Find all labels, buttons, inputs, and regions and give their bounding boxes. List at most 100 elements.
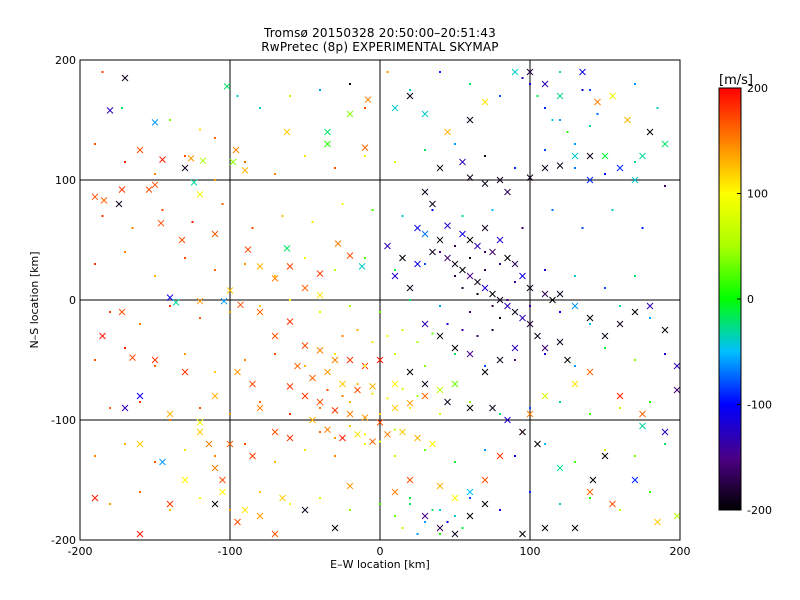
data-point-x bbox=[157, 219, 165, 227]
data-point-dot bbox=[469, 257, 471, 259]
data-point-dot bbox=[121, 107, 123, 109]
data-point-dot bbox=[341, 335, 344, 337]
data-point-x bbox=[283, 245, 291, 252]
data-point-x bbox=[159, 156, 166, 163]
data-point-x bbox=[526, 320, 534, 328]
data-point-x bbox=[571, 152, 579, 160]
data-point-x bbox=[196, 191, 204, 198]
data-point-dot bbox=[634, 275, 636, 277]
data-point-x bbox=[489, 404, 496, 412]
data-point-x bbox=[489, 290, 496, 298]
data-point-dot bbox=[544, 269, 546, 271]
colorbar-tick-label: 100 bbox=[747, 188, 768, 201]
data-point-dot bbox=[499, 263, 501, 265]
data-point-x bbox=[364, 96, 372, 103]
data-point-x bbox=[391, 404, 399, 412]
data-point-x bbox=[504, 254, 511, 262]
data-point-dot bbox=[334, 455, 336, 457]
data-point-dot bbox=[461, 527, 464, 529]
data-point-dot bbox=[244, 359, 246, 361]
data-point-dot bbox=[274, 275, 276, 277]
x-axis-label: E–W location [km] bbox=[330, 558, 430, 571]
data-point-dot bbox=[349, 305, 351, 307]
data-point-dot bbox=[424, 365, 426, 367]
data-point-x bbox=[136, 146, 144, 154]
data-point-x bbox=[406, 368, 414, 376]
data-point-x bbox=[526, 284, 534, 292]
data-point-dot bbox=[551, 209, 554, 211]
data-point-x bbox=[211, 500, 219, 508]
data-point-dot bbox=[214, 137, 216, 139]
data-point-dot bbox=[574, 365, 576, 367]
data-point-x bbox=[211, 230, 219, 238]
data-point-dot bbox=[274, 461, 276, 463]
data-point-dot bbox=[619, 305, 621, 307]
data-point-dot bbox=[619, 407, 621, 409]
data-point-dot bbox=[424, 521, 426, 523]
data-point-x bbox=[481, 180, 489, 187]
data-point-x bbox=[571, 524, 579, 532]
data-point-x bbox=[459, 158, 466, 166]
data-point-dot bbox=[364, 365, 366, 367]
scatter-points bbox=[91, 68, 680, 538]
data-point-x bbox=[249, 452, 256, 460]
data-point-dot bbox=[221, 203, 224, 205]
data-point-dot bbox=[259, 401, 261, 403]
data-point-dot bbox=[521, 77, 524, 79]
data-point-dot bbox=[634, 359, 636, 361]
data-point-dot bbox=[469, 401, 471, 403]
data-point-x bbox=[145, 186, 153, 193]
data-point-x bbox=[159, 458, 166, 466]
data-point-dot bbox=[664, 443, 666, 445]
data-point-x bbox=[100, 197, 108, 204]
data-point-dot bbox=[484, 449, 486, 451]
data-point-x bbox=[406, 284, 414, 292]
data-point-x bbox=[354, 431, 361, 438]
x-tick-label: 0 bbox=[377, 545, 384, 558]
data-point-x bbox=[232, 146, 240, 154]
data-point-x bbox=[196, 297, 204, 305]
data-point-dot bbox=[401, 527, 404, 529]
data-point-x bbox=[421, 512, 429, 520]
data-point-x bbox=[196, 419, 204, 426]
data-point-dot bbox=[214, 455, 216, 457]
data-point-x bbox=[339, 380, 346, 388]
data-point-x bbox=[451, 494, 459, 502]
data-point-dot bbox=[94, 143, 96, 145]
data-point-dot bbox=[319, 431, 321, 433]
x-tick-label: -200 bbox=[68, 545, 93, 558]
data-point-x bbox=[639, 410, 646, 418]
data-point-dot bbox=[311, 221, 314, 223]
data-point-dot bbox=[469, 83, 471, 85]
data-point-x bbox=[256, 404, 264, 412]
data-point-dot bbox=[334, 167, 336, 169]
data-point-dot bbox=[394, 269, 396, 271]
data-point-x bbox=[436, 524, 444, 532]
data-point-dot bbox=[574, 275, 576, 277]
data-point-dot bbox=[94, 455, 96, 457]
y-tick-label: 100 bbox=[55, 174, 76, 187]
data-point-x bbox=[190, 179, 198, 186]
data-point-dot bbox=[259, 107, 261, 109]
data-point-x bbox=[526, 68, 534, 76]
data-point-dot bbox=[604, 347, 606, 349]
data-point-x bbox=[579, 68, 586, 76]
data-point-dot bbox=[461, 215, 464, 217]
data-point-dot bbox=[439, 413, 441, 415]
data-point-dot bbox=[161, 209, 164, 211]
data-point-x bbox=[316, 347, 324, 354]
data-point-x bbox=[244, 246, 252, 253]
data-point-dot bbox=[184, 353, 186, 355]
data-point-dot bbox=[394, 428, 396, 431]
data-point-x bbox=[429, 440, 436, 448]
data-point-x bbox=[211, 392, 219, 400]
data-point-x bbox=[286, 383, 294, 390]
data-point-x bbox=[414, 224, 421, 232]
data-point-x bbox=[223, 83, 231, 90]
data-point-x bbox=[474, 278, 481, 286]
data-point-x bbox=[324, 140, 331, 148]
data-point-x bbox=[421, 110, 429, 118]
data-point-dot bbox=[289, 299, 291, 301]
data-point-dot bbox=[304, 257, 306, 259]
chart-title: Tromsø 20150328 20:50:00–20:51:43 bbox=[264, 26, 496, 40]
